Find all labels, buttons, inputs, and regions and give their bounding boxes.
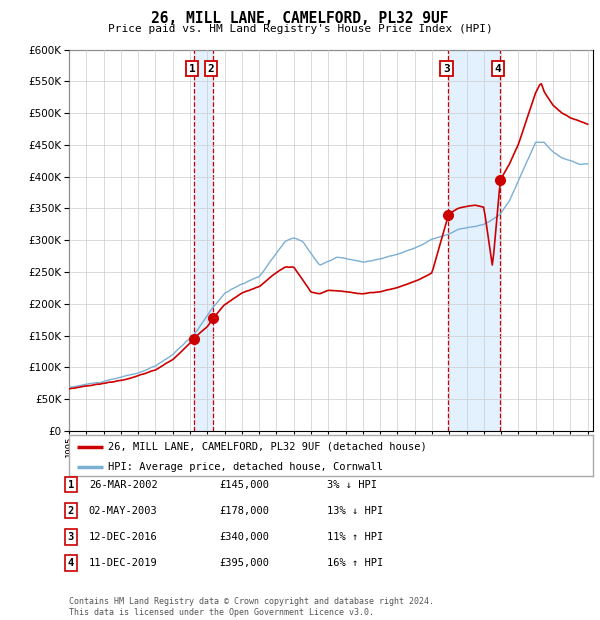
- Text: 02-MAY-2003: 02-MAY-2003: [89, 506, 158, 516]
- Text: Contains HM Land Registry data © Crown copyright and database right 2024.
This d: Contains HM Land Registry data © Crown c…: [69, 598, 434, 617]
- Text: HPI: Average price, detached house, Cornwall: HPI: Average price, detached house, Corn…: [108, 462, 383, 472]
- Text: 3: 3: [68, 532, 74, 542]
- Text: £145,000: £145,000: [219, 480, 269, 490]
- Text: Price paid vs. HM Land Registry's House Price Index (HPI): Price paid vs. HM Land Registry's House …: [107, 24, 493, 33]
- Text: 12-DEC-2016: 12-DEC-2016: [89, 532, 158, 542]
- Text: 11% ↑ HPI: 11% ↑ HPI: [327, 532, 383, 542]
- Bar: [194, 50, 213, 431]
- Text: £178,000: £178,000: [219, 506, 269, 516]
- Text: 2: 2: [208, 64, 214, 74]
- Text: 26-MAR-2002: 26-MAR-2002: [89, 480, 158, 490]
- Text: 26, MILL LANE, CAMELFORD, PL32 9UF (detached house): 26, MILL LANE, CAMELFORD, PL32 9UF (deta…: [108, 441, 427, 451]
- Text: 13% ↓ HPI: 13% ↓ HPI: [327, 506, 383, 516]
- Text: 4: 4: [495, 64, 502, 74]
- Text: 26, MILL LANE, CAMELFORD, PL32 9UF: 26, MILL LANE, CAMELFORD, PL32 9UF: [151, 11, 449, 26]
- Text: 11-DEC-2019: 11-DEC-2019: [89, 558, 158, 568]
- Text: 2: 2: [68, 506, 74, 516]
- Text: 1: 1: [188, 64, 195, 74]
- Text: 1: 1: [68, 480, 74, 490]
- Text: £340,000: £340,000: [219, 532, 269, 542]
- Bar: [448, 50, 500, 431]
- Text: 16% ↑ HPI: 16% ↑ HPI: [327, 558, 383, 568]
- Text: 3: 3: [443, 64, 450, 74]
- Text: 4: 4: [68, 558, 74, 568]
- Text: £395,000: £395,000: [219, 558, 269, 568]
- Text: 3% ↓ HPI: 3% ↓ HPI: [327, 480, 377, 490]
